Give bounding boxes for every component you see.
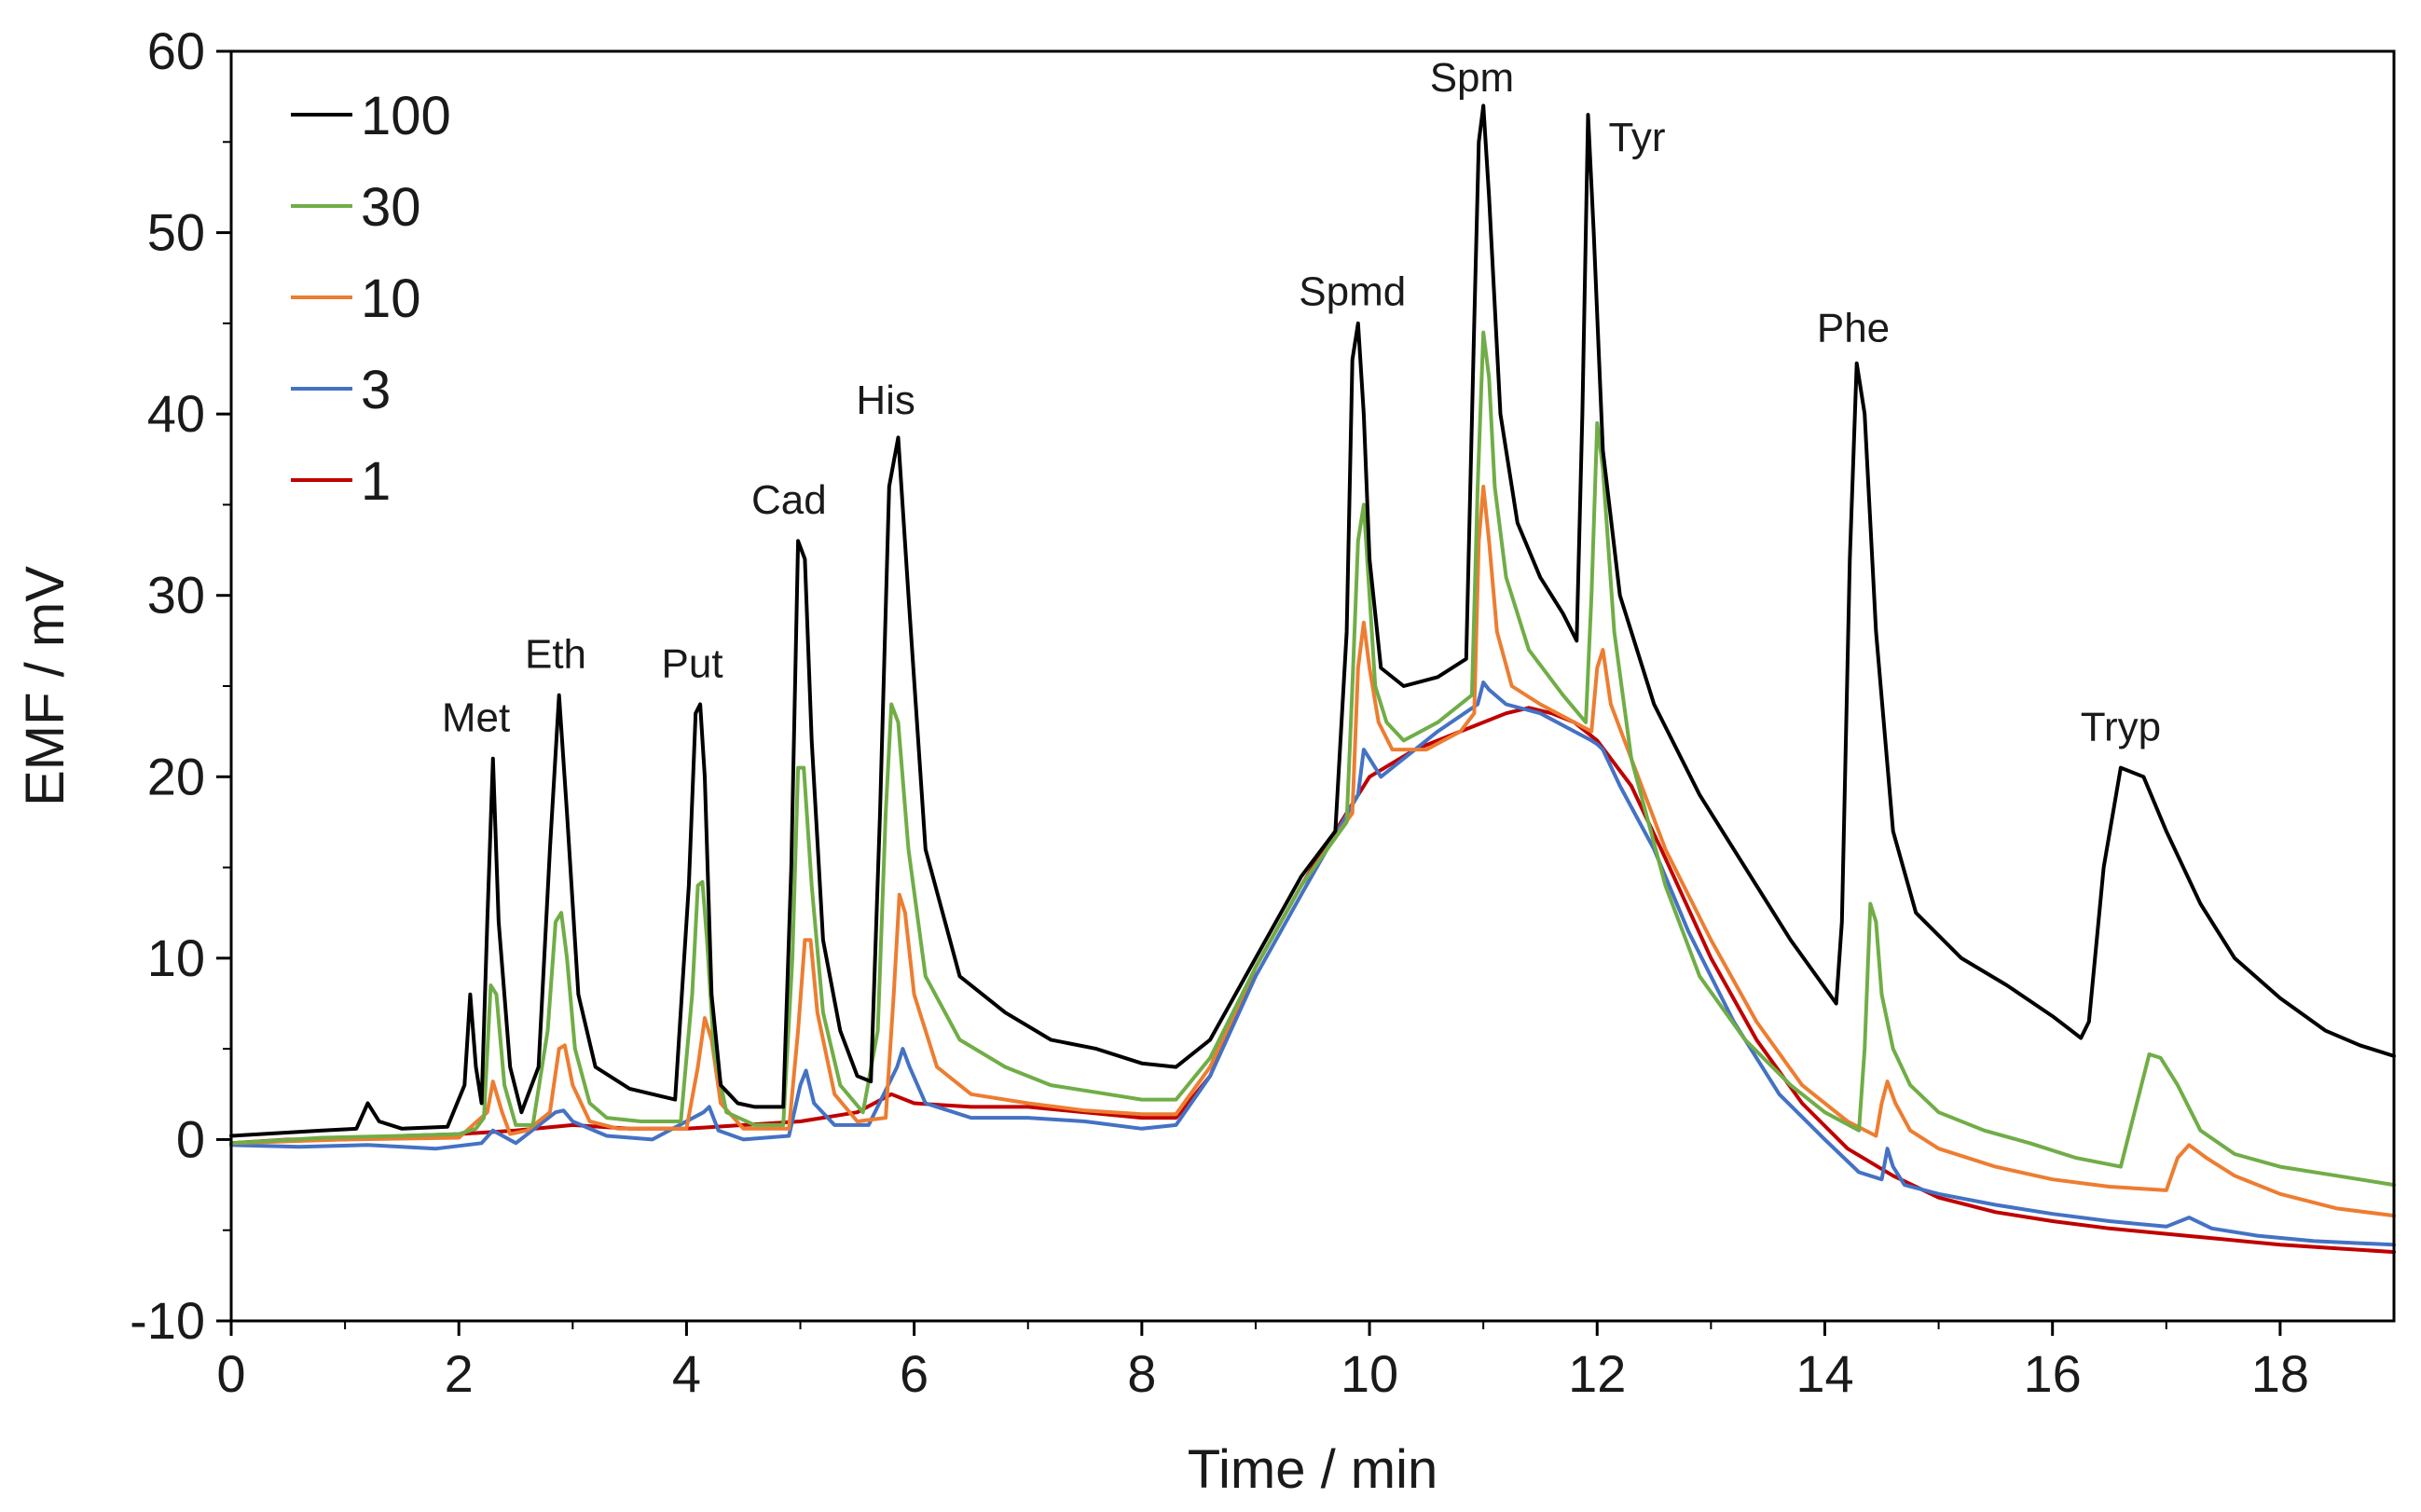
peak-label-phe: Phe	[1817, 305, 1890, 351]
peak-label-tyr: Tyr	[1608, 115, 1665, 160]
x-axis-title: Time / min	[1188, 1439, 1438, 1500]
y-tick-label-10: -10	[130, 1291, 205, 1350]
y-tick-label-40: 40	[147, 384, 205, 443]
legend-label-100: 100	[361, 86, 451, 146]
peak-label-eth: Eth	[525, 632, 586, 678]
y-tick-label-50: 50	[147, 203, 205, 262]
x-tick-label-4: 4	[672, 1344, 701, 1403]
y-tick-label-30: 30	[147, 566, 205, 625]
y-tick-label-0: 0	[176, 1109, 205, 1168]
series-line-30	[229, 330, 2396, 1188]
peak-labels: Met Eth Put Cad His Spmd Spm Tyr Phe Tryp	[442, 55, 2161, 750]
series-line-100	[229, 103, 2396, 1138]
peak-label-met: Met	[442, 695, 510, 741]
peak-label-spmd: Spmd	[1299, 268, 1406, 314]
x-tick-label-6: 6	[900, 1344, 929, 1403]
x-tick-label-8: 8	[1127, 1344, 1156, 1403]
x-tick-label-16: 16	[2024, 1344, 2082, 1403]
peak-label-put: Put	[662, 640, 723, 686]
x-tick-label-12: 12	[1568, 1344, 1626, 1403]
y-tick-label-60: 60	[147, 21, 205, 80]
series-line-10	[229, 485, 2396, 1218]
series-line-3	[229, 680, 2396, 1247]
peak-label-spm: Spm	[1430, 55, 1514, 101]
peak-label-tryp: Tryp	[2081, 704, 2161, 749]
x-tick-label-18: 18	[2251, 1344, 2309, 1403]
y-tick-label-20: 20	[147, 747, 205, 805]
legend: 100 30 10 3 1	[291, 86, 451, 512]
x-tick-label-2: 2	[445, 1344, 474, 1403]
legend-label-3: 3	[361, 360, 391, 420]
x-tick-label-10: 10	[1341, 1344, 1398, 1403]
series-layer	[229, 103, 2396, 1255]
legend-label-30: 30	[361, 177, 421, 238]
legend-label-10: 10	[361, 268, 421, 329]
y-tick-label-10: 10	[147, 928, 205, 987]
peak-label-cad: Cad	[751, 477, 827, 523]
legend-label-1: 1	[361, 451, 391, 512]
x-tick-label-14: 14	[1795, 1344, 1853, 1403]
x-tick-label-0: 0	[216, 1344, 245, 1403]
peak-label-his: His	[856, 378, 915, 423]
y-axis-title: EMF / mV	[15, 566, 76, 806]
